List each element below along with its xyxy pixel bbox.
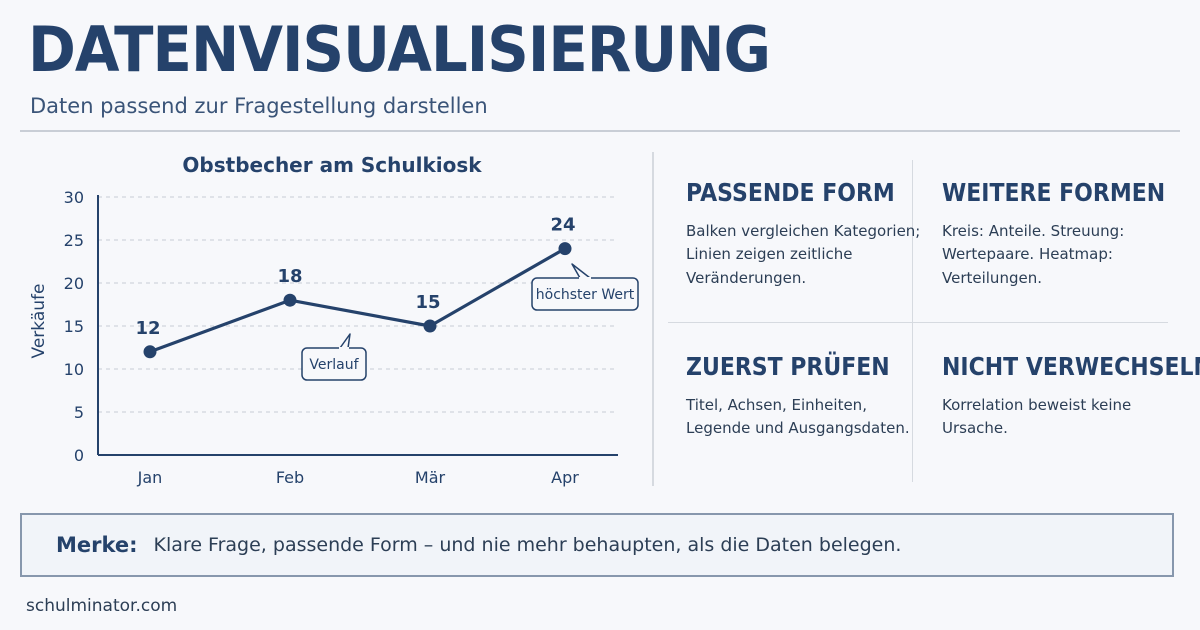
grid-divider-horizontal	[668, 322, 1168, 323]
y-tick-label: 20	[64, 274, 84, 293]
card-nicht-verwechseln: NICHT VERWECHSELN Korrelation beweist ke…	[942, 352, 1200, 441]
card-text: Balken vergleichen Kategorien; Linien ze…	[686, 222, 921, 287]
y-tick-label: 0	[74, 446, 84, 465]
callout-box	[301, 347, 367, 381]
data-label: 18	[277, 266, 302, 287]
series-line	[149, 247, 566, 354]
section-divider	[652, 152, 654, 486]
y-tick-label: 5	[74, 403, 84, 422]
x-tick-label: Mär	[415, 468, 446, 487]
card-title: PASSENDE FORM	[686, 178, 895, 207]
callout-gap	[339, 347, 349, 350]
merke-box: Merke: Klare Frage, passende Form – und …	[20, 513, 1174, 577]
page-subtitle: Daten passend zur Fragestellung darstell…	[30, 94, 488, 118]
y-tick-label: 30	[64, 188, 84, 207]
x-tick-label: Apr	[551, 468, 579, 487]
page-title: DATENVISUALISIERUNG	[28, 13, 771, 86]
callout-pointer	[339, 333, 351, 349]
card-title: ZUERST PRÜFEN	[686, 352, 890, 381]
merke-label: Merke:	[56, 533, 138, 557]
y-tick-label: 15	[64, 317, 84, 336]
card-title: NICHT VERWECHSELN	[942, 352, 1200, 381]
card-text: Kreis: Anteile. Streuung: Wertepaare. He…	[942, 222, 1125, 287]
callout-hoechster-wert: höchster Wert	[536, 287, 635, 303]
card-zuerst-pruefen: ZUERST PRÜFEN Titel, Achsen, Einheiten, …	[686, 352, 926, 441]
card-passende-form: PASSENDE FORM Balken vergleichen Kategor…	[686, 178, 926, 290]
info-grid: PASSENDE FORM Balken vergleichen Kategor…	[668, 152, 1200, 486]
data-point	[423, 319, 437, 333]
line-chart-svg: Obstbecher am Schulkiosk Verkäufe 0 5 10 15…	[29, 153, 639, 487]
callout-gap	[579, 277, 591, 280]
x-tick-label: Jan	[137, 468, 163, 487]
card-text: Korrelation beweist keine Ursache.	[942, 396, 1132, 438]
data-label: 15	[415, 292, 440, 313]
data-point	[558, 242, 572, 256]
y-tick-label: 10	[64, 360, 84, 379]
header-divider	[20, 130, 1180, 132]
footer-source: schulminator.com	[26, 596, 178, 616]
card-text: Titel, Achsen, Einheiten, Legende und Au…	[686, 396, 910, 438]
card-weitere-formen: WEITERE FORMEN Kreis: Anteile. Streuung:…	[942, 178, 1182, 290]
merke-text: Klare Frage, passende Form – und nie meh…	[153, 534, 902, 556]
grid-divider-vertical	[912, 160, 913, 482]
card-title: WEITERE FORMEN	[942, 178, 1166, 207]
data-label: 12	[135, 318, 160, 339]
chart-title: Obstbecher am Schulkiosk	[182, 153, 482, 177]
x-tick-label: Feb	[276, 468, 304, 487]
line-chart: Obstbecher am Schulkiosk Verkäufe 0 5 10 15…	[20, 142, 640, 502]
data-point	[143, 345, 157, 359]
y-axis-label: Verkäufe	[29, 284, 49, 359]
callout-pointer	[571, 263, 591, 279]
data-label: 24	[550, 215, 575, 236]
y-tick-label: 25	[64, 231, 84, 250]
data-point	[283, 293, 297, 307]
callout-verlauf: Verlauf	[309, 357, 359, 373]
